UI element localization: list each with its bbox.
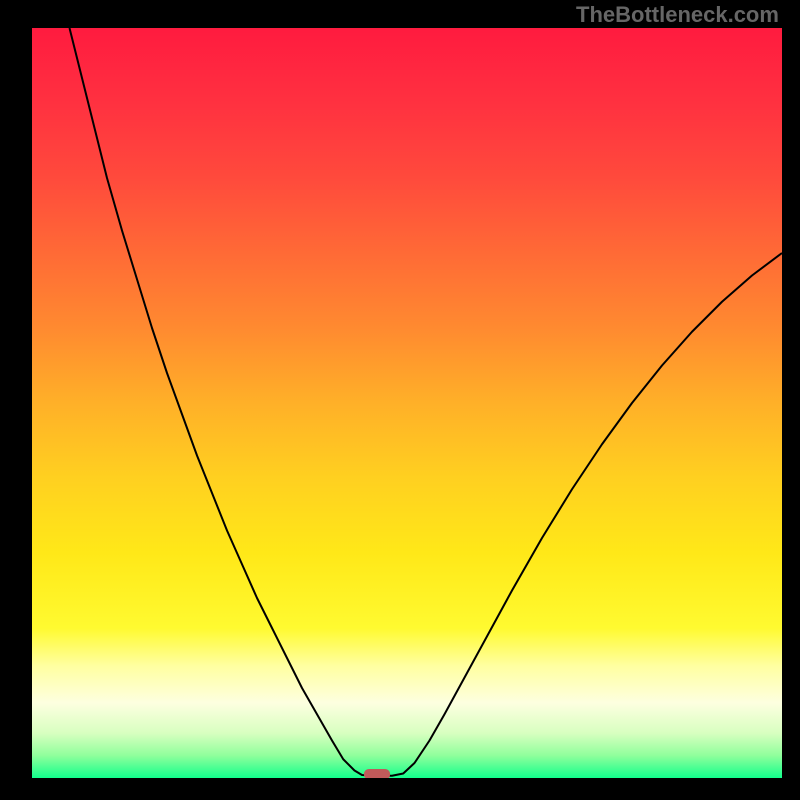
gradient-background — [32, 28, 782, 778]
optimal-marker — [364, 769, 390, 778]
chart-svg — [32, 28, 782, 778]
watermark-text: TheBottleneck.com — [576, 2, 779, 28]
plot-area — [32, 28, 782, 778]
chart-frame: TheBottleneck.com — [0, 0, 800, 800]
